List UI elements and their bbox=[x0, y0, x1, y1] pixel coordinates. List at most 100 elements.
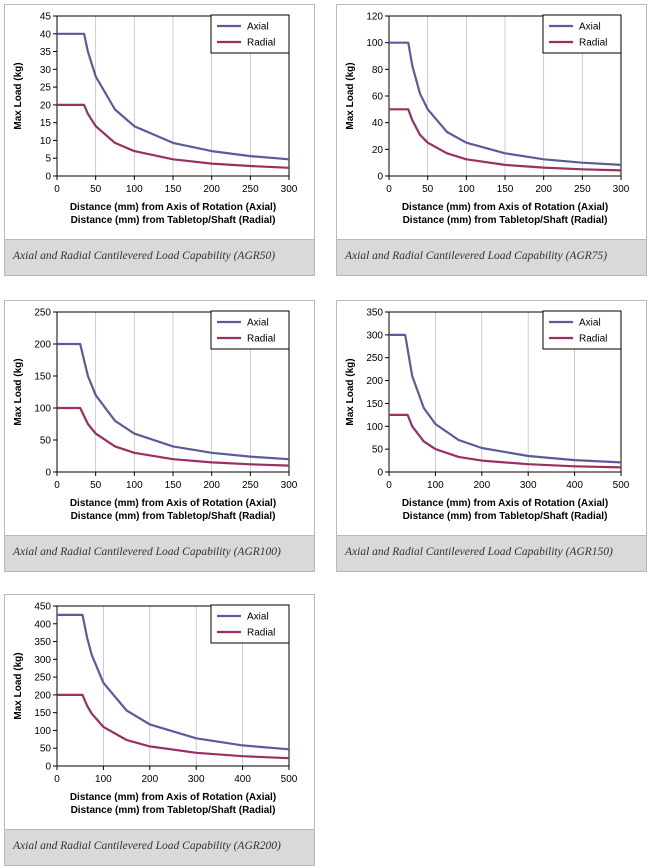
y-tick-label: 150 bbox=[366, 399, 383, 410]
x-tick-label: 50 bbox=[422, 184, 434, 195]
x-axis-label: Distance (mm) from Axis of Rotation (Axi… bbox=[70, 792, 276, 803]
series-line-radial bbox=[389, 413, 622, 469]
legend-label: Axial bbox=[579, 22, 601, 33]
y-tick-label: 25 bbox=[40, 83, 52, 94]
y-tick-label: 100 bbox=[34, 726, 51, 737]
y-tick-label: 350 bbox=[34, 637, 51, 648]
y-tick-label: 100 bbox=[366, 422, 383, 433]
y-tick-label: 0 bbox=[45, 762, 51, 773]
y-tick-label: 60 bbox=[372, 92, 384, 103]
x-tick-label: 0 bbox=[386, 480, 392, 491]
y-tick-label: 45 bbox=[40, 12, 52, 23]
y-tick-label: 0 bbox=[45, 172, 51, 183]
x-tick-label: 500 bbox=[613, 480, 630, 491]
chart-caption: Axial and Radial Cantilevered Load Capab… bbox=[337, 535, 646, 571]
x-tick-label: 300 bbox=[520, 480, 537, 491]
y-tick-label: 200 bbox=[34, 690, 51, 701]
x-tick-label: 250 bbox=[242, 184, 259, 195]
x-tick-label: 0 bbox=[54, 480, 60, 491]
x-tick-label: 300 bbox=[281, 480, 298, 491]
y-tick-label: 150 bbox=[34, 708, 51, 719]
x-axis-label: Distance (mm) from Axis of Rotation (Axi… bbox=[70, 498, 276, 509]
legend-label: Radial bbox=[247, 38, 275, 49]
legend-label: Radial bbox=[247, 334, 275, 345]
y-tick-label: 50 bbox=[40, 436, 52, 447]
x-tick-label: 0 bbox=[54, 184, 60, 195]
x-tick-label: 400 bbox=[234, 774, 251, 785]
y-tick-label: 40 bbox=[372, 118, 384, 129]
y-tick-label: 20 bbox=[372, 145, 384, 156]
x-axis-label: Distance (mm) from Axis of Rotation (Axi… bbox=[402, 498, 608, 509]
x-tick-label: 400 bbox=[566, 480, 583, 491]
y-tick-label: 15 bbox=[40, 118, 52, 129]
y-tick-label: 80 bbox=[372, 65, 384, 76]
y-tick-label: 350 bbox=[366, 308, 383, 319]
y-tick-label: 250 bbox=[34, 673, 51, 684]
x-axis-label: Distance (mm) from Tabletop/Shaft (Radia… bbox=[403, 511, 608, 522]
chart-agr200: 0 50 100 150 200 250 300 350 400 450 0 100 200 300 400… bbox=[13, 602, 298, 817]
y-tick-label: 20 bbox=[40, 100, 52, 111]
y-tick-label: 120 bbox=[366, 12, 383, 23]
chart-panel-agr75: 0 20 40 60 80 100 120 0 50 100 150 200 250 300 Max Loa… bbox=[336, 4, 647, 276]
chart-agr100: 0 50 100 150 200 250 0 50 100 150 200 250 300 Max Loa… bbox=[13, 308, 298, 523]
y-tick-label: 0 bbox=[377, 172, 383, 183]
chart-panel-agr200: 0 50 100 150 200 250 300 350 400 450 0 100 200 300 400… bbox=[4, 594, 315, 866]
y-tick-label: 450 bbox=[34, 602, 51, 613]
x-tick-label: 50 bbox=[90, 480, 102, 491]
x-tick-label: 150 bbox=[497, 184, 514, 195]
legend-box bbox=[210, 14, 290, 54]
series-line-axial bbox=[57, 32, 290, 161]
series-line-radial bbox=[57, 406, 290, 467]
chart-agr150: 0 50 100 150 200 250 300 350 0 100 200 300 400 500 Max… bbox=[345, 308, 630, 523]
y-tick-label: 35 bbox=[40, 47, 52, 58]
y-tick-label: 50 bbox=[40, 744, 52, 755]
series-line-axial bbox=[57, 613, 290, 751]
y-tick-label: 200 bbox=[34, 340, 51, 351]
x-tick-label: 250 bbox=[574, 184, 591, 195]
legend-box bbox=[210, 310, 290, 350]
chart-panel-agr100: 0 50 100 150 200 250 0 50 100 150 200 250 300 Max Loa… bbox=[4, 300, 315, 572]
x-tick-label: 300 bbox=[281, 184, 298, 195]
legend-label: Radial bbox=[579, 38, 607, 49]
y-tick-label: 400 bbox=[34, 619, 51, 630]
y-tick-label: 0 bbox=[377, 468, 383, 479]
chart-panel-agr50: 0 5 10 15 20 25 30 35 40 45 0 50 100 150 200 250 300 Max … bbox=[4, 4, 315, 276]
series-line-radial bbox=[389, 108, 622, 172]
legend-label: Radial bbox=[579, 334, 607, 345]
plot-area bbox=[388, 311, 622, 473]
x-axis-label: Distance (mm) from Tabletop/Shaft (Radia… bbox=[71, 511, 276, 522]
legend-label: Axial bbox=[247, 612, 269, 623]
chart-caption: Axial and Radial Cantilevered Load Capab… bbox=[337, 239, 646, 275]
x-tick-label: 100 bbox=[126, 480, 143, 491]
y-tick-label: 40 bbox=[40, 29, 52, 40]
y-tick-label: 100 bbox=[366, 38, 383, 49]
x-tick-label: 500 bbox=[281, 774, 298, 785]
legend-label: Radial bbox=[247, 628, 275, 639]
x-tick-label: 300 bbox=[188, 774, 205, 785]
y-axis-label: Max Load (kg) bbox=[13, 62, 24, 129]
y-tick-label: 10 bbox=[40, 136, 52, 147]
x-tick-label: 100 bbox=[126, 184, 143, 195]
legend-label: Axial bbox=[579, 318, 601, 329]
chart-agr50: 0 5 10 15 20 25 30 35 40 45 0 50 100 150 200 250 300 Max … bbox=[13, 12, 298, 227]
y-tick-label: 30 bbox=[40, 65, 52, 76]
x-axis-label: Distance (mm) from Tabletop/Shaft (Radia… bbox=[71, 215, 276, 226]
y-axis-label: Max Load (kg) bbox=[13, 652, 24, 719]
x-tick-label: 0 bbox=[54, 774, 60, 785]
x-tick-label: 50 bbox=[90, 184, 102, 195]
y-tick-label: 0 bbox=[45, 468, 51, 479]
y-tick-label: 150 bbox=[34, 372, 51, 383]
x-tick-label: 200 bbox=[141, 774, 158, 785]
series-line-axial bbox=[389, 333, 622, 464]
y-tick-label: 250 bbox=[366, 353, 383, 364]
x-axis-label: Distance (mm) from Axis of Rotation (Axi… bbox=[402, 202, 608, 213]
x-tick-label: 0 bbox=[386, 184, 392, 195]
x-tick-label: 200 bbox=[535, 184, 552, 195]
y-tick-label: 250 bbox=[34, 308, 51, 319]
chart-panel-agr150: 0 50 100 150 200 250 300 350 0 100 200 300 400 500 Max… bbox=[336, 300, 647, 572]
x-tick-label: 150 bbox=[165, 184, 182, 195]
x-tick-label: 100 bbox=[458, 184, 475, 195]
x-tick-label: 200 bbox=[203, 184, 220, 195]
x-tick-label: 250 bbox=[242, 480, 259, 491]
x-axis-label: Distance (mm) from Tabletop/Shaft (Radia… bbox=[403, 215, 608, 226]
